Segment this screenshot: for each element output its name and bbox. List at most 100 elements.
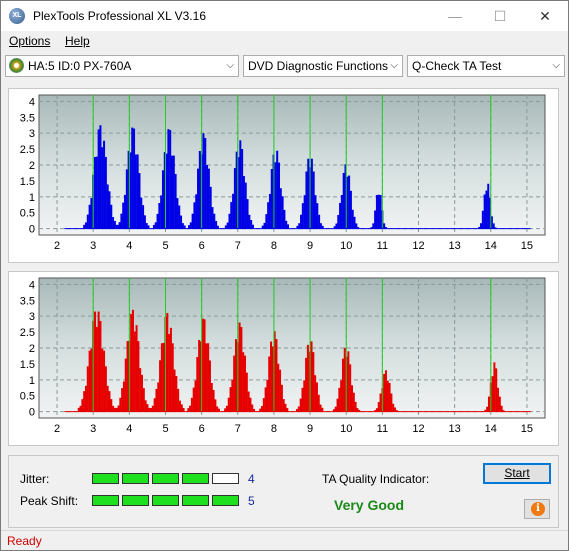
data-bar — [187, 408, 190, 412]
data-bar — [491, 376, 494, 412]
data-bar — [104, 366, 107, 412]
data-bar — [282, 399, 285, 412]
data-bar — [277, 162, 280, 229]
data-bar — [280, 384, 283, 412]
data-bar — [395, 410, 398, 412]
data-bar — [181, 223, 184, 229]
data-bar — [187, 225, 190, 229]
drive-select[interactable]: HA:5 ID:0 PX-760A ⌵ — [5, 55, 239, 77]
data-bar — [106, 385, 109, 412]
jitter-meter — [92, 473, 242, 484]
data-bar — [321, 225, 324, 229]
data-bar — [103, 140, 106, 229]
data-bar — [267, 202, 270, 229]
data-bar — [231, 379, 234, 412]
data-bar — [340, 380, 343, 412]
data-bar — [88, 204, 91, 229]
data-bar — [299, 398, 302, 412]
test-select[interactable]: Q-Check TA Test ⌵ — [407, 55, 565, 77]
data-bar — [334, 406, 337, 412]
data-bar — [151, 405, 154, 412]
menu-help[interactable]: Help — [65, 34, 90, 48]
data-bar — [484, 409, 487, 412]
data-bar — [344, 164, 347, 229]
app-logo-icon: XL — [9, 8, 25, 24]
data-bar — [263, 222, 266, 229]
x-tick-label: 15 — [521, 423, 533, 435]
data-bar — [90, 348, 93, 412]
info-icon: i — [531, 502, 545, 516]
data-bar — [161, 170, 164, 229]
maximize-button[interactable]: ☐ — [493, 8, 507, 24]
data-bar — [159, 360, 162, 412]
data-bar — [167, 129, 170, 229]
x-tick-label: 4 — [126, 240, 132, 252]
function-select[interactable]: DVD Diagnostic Functions ⌵ — [243, 55, 403, 77]
start-button[interactable]: Start — [483, 463, 551, 484]
data-bar — [158, 203, 161, 229]
data-bar — [487, 183, 490, 229]
data-bar — [127, 150, 130, 229]
data-bar — [261, 406, 264, 412]
data-bar — [175, 376, 178, 412]
data-bar — [336, 398, 339, 412]
data-bar — [384, 370, 387, 412]
data-bar — [261, 225, 264, 229]
peak-shift-value: 5 — [248, 494, 255, 508]
data-bar — [138, 173, 141, 229]
data-bar — [193, 202, 196, 229]
menu-options[interactable]: Options — [9, 34, 50, 48]
data-bar — [101, 147, 104, 229]
drive-select-value: HA:5 ID:0 PX-760A — [28, 59, 132, 73]
data-bar — [383, 373, 386, 412]
data-bar — [83, 391, 86, 412]
x-tick-label: 8 — [271, 423, 277, 435]
close-button[interactable]: ✕ — [539, 8, 551, 24]
data-bar — [241, 148, 244, 229]
data-bar — [208, 360, 211, 412]
jitter-meter-segment — [122, 473, 149, 484]
data-bar — [86, 214, 89, 229]
y-tick-label: 0.5 — [20, 208, 35, 220]
data-bar — [232, 193, 235, 229]
data-bar — [190, 397, 193, 412]
data-bar — [176, 198, 179, 229]
title-bar: XL PlexTools Professional XL V3.16 — ☐ ✕ — [1, 1, 568, 31]
data-bar — [121, 388, 124, 412]
data-bar — [203, 319, 206, 412]
data-bar — [143, 215, 146, 229]
data-bar — [251, 404, 254, 412]
data-bar — [268, 356, 271, 412]
data-bar — [372, 223, 375, 229]
y-tick-label: 3 — [29, 311, 35, 323]
data-bar — [112, 405, 115, 412]
data-bar — [178, 205, 181, 229]
info-button[interactable]: i — [524, 499, 550, 519]
data-bar — [268, 193, 271, 229]
data-bar — [97, 129, 100, 229]
data-bar — [270, 169, 273, 229]
x-tick-label: 14 — [485, 423, 497, 435]
data-bar — [216, 406, 219, 412]
data-bar — [205, 343, 208, 412]
data-bar — [131, 127, 134, 229]
data-bar — [189, 405, 192, 412]
data-bar — [166, 313, 169, 412]
y-tick-label: 1.5 — [20, 176, 35, 188]
menu-options-label: Options — [9, 34, 51, 48]
data-bar — [388, 382, 391, 412]
data-bar — [81, 399, 84, 412]
data-bar — [379, 393, 382, 412]
data-bar — [481, 210, 484, 229]
data-bar — [229, 387, 232, 412]
y-tick-label: 3.5 — [20, 295, 35, 307]
minimize-button[interactable]: — — [448, 8, 462, 24]
data-bar — [224, 225, 227, 229]
y-tick-label: 0 — [29, 407, 35, 419]
data-bar — [315, 382, 318, 412]
data-bar — [230, 202, 233, 229]
data-bar — [101, 348, 104, 412]
data-bar — [346, 176, 349, 229]
data-bar — [317, 394, 320, 412]
data-bar — [196, 356, 199, 412]
